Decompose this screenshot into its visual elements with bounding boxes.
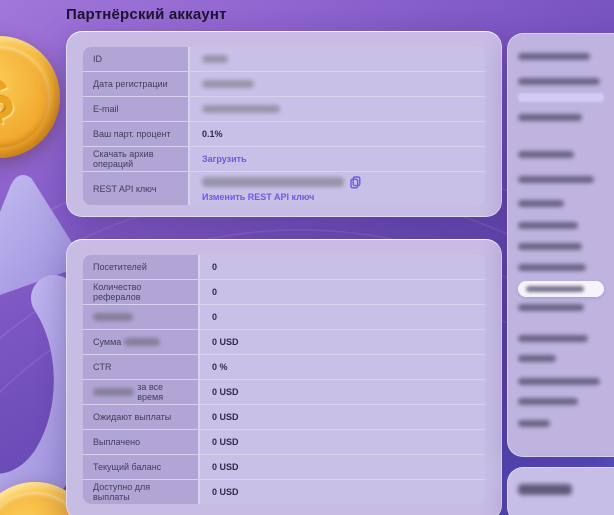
- redacted-api-key: [202, 177, 344, 187]
- sidebar-item[interactable]: [518, 264, 586, 271]
- row-value-registration-date: [190, 72, 485, 96]
- row-label-email: E-mail: [83, 97, 188, 121]
- row-label-rest-api-key: REST API ключ: [83, 172, 188, 205]
- dollar-sign-icon: $: [0, 64, 20, 136]
- sidebar-redacted-text: [518, 78, 600, 85]
- download-archive-link[interactable]: Загрузить: [202, 154, 247, 164]
- row-label-download-archive: Скачать архив операций: [83, 147, 188, 171]
- sidebar-item[interactable]: [518, 243, 582, 250]
- sidebar-item[interactable]: [518, 200, 564, 207]
- row-label-id: ID: [83, 47, 188, 71]
- row-value-redacted-metric: 0: [200, 305, 485, 329]
- row-value-id: [190, 47, 485, 71]
- row-label-sum: Сумма: [83, 330, 198, 354]
- sidebar-item[interactable]: [518, 398, 578, 405]
- row-label-referrals-count: Количество рефералов: [83, 280, 198, 304]
- sidebar-item[interactable]: [518, 304, 584, 311]
- main-content: Партнёрский аккаунт ID Дата регистрации …: [66, 0, 502, 515]
- sidebar-item[interactable]: [518, 222, 578, 229]
- sidebar-redacted-highlight[interactable]: [518, 93, 604, 102]
- row-label-partner-percent: Ваш парт. процент: [83, 122, 188, 146]
- row-label-current-balance: Текущий баланс: [83, 455, 198, 479]
- row-value-current-balance: 0 USD: [200, 455, 485, 479]
- redacted-label-part: [93, 388, 135, 396]
- row-value-earned-all-time: 0 USD: [200, 380, 485, 404]
- row-label-redacted: [83, 305, 198, 329]
- row-value-visitors: 0: [200, 255, 485, 279]
- sidebar-redacted-text: [518, 114, 582, 121]
- copy-icon[interactable]: [350, 175, 361, 189]
- coin-face: $: [0, 46, 50, 148]
- sidebar-item[interactable]: [518, 378, 600, 385]
- account-table: ID Дата регистрации E-mail Ваш парт. про…: [83, 47, 485, 205]
- sidebar-item[interactable]: [518, 335, 588, 342]
- row-value-partner-percent: 0.1%: [190, 122, 485, 146]
- stats-table: Посетителей 0 Количество рефералов 0 0 С…: [83, 255, 485, 504]
- row-label-visitors: Посетителей: [83, 255, 198, 279]
- sidebar-bottom-panel: [507, 467, 614, 515]
- right-sidebar: [507, 33, 614, 515]
- row-value-awaiting-payout: 0 USD: [200, 405, 485, 429]
- page-title: Партнёрский аккаунт: [66, 6, 227, 23]
- row-label-registration-date: Дата регистрации: [83, 72, 188, 96]
- sidebar-item-active[interactable]: [518, 281, 604, 297]
- redacted-value: [202, 55, 228, 63]
- sidebar-redacted-text: [526, 286, 584, 292]
- label-text: Сумма: [93, 337, 122, 347]
- row-label-awaiting-payout: Ожидают выплаты: [83, 405, 198, 429]
- row-value-ctr: 0 %: [200, 355, 485, 379]
- row-value-paid-out: 0 USD: [200, 430, 485, 454]
- row-value-sum: 0 USD: [200, 330, 485, 354]
- sidebar-item[interactable]: [518, 176, 594, 183]
- row-label-ctr: CTR: [83, 355, 198, 379]
- change-api-key-link[interactable]: Изменить REST API ключ: [202, 191, 315, 202]
- sidebar-redacted-heading: [518, 484, 572, 495]
- redacted-value: [202, 80, 254, 88]
- row-label-earned-all-time: за все время: [83, 380, 198, 404]
- redacted-label: [93, 313, 133, 321]
- row-value-rest-api-key: Изменить REST API ключ: [190, 172, 485, 205]
- stats-card: Посетителей 0 Количество рефералов 0 0 С…: [66, 239, 502, 515]
- row-value-download-archive: Загрузить: [190, 147, 485, 171]
- row-label-available-for-payout: Доступно для выплаты: [83, 480, 198, 504]
- redacted-value: [202, 105, 280, 113]
- row-label-paid-out: Выплачено: [83, 430, 198, 454]
- sidebar-redacted-text: [518, 53, 590, 60]
- account-card: ID Дата регистрации E-mail Ваш парт. про…: [66, 31, 502, 217]
- row-value-email: [190, 97, 485, 121]
- sidebar-item[interactable]: [518, 151, 574, 158]
- sidebar-item[interactable]: [518, 355, 556, 362]
- redacted-label-part: [124, 338, 161, 346]
- sidebar-menu-panel: [507, 33, 614, 457]
- row-value-available-for-payout: 0 USD: [200, 480, 485, 504]
- sidebar-item[interactable]: [518, 420, 550, 427]
- api-key-line: [202, 175, 361, 189]
- arrow-decoration: [0, 175, 100, 515]
- label-text: за все время: [137, 382, 164, 402]
- row-value-referrals-count: 0: [200, 280, 485, 304]
